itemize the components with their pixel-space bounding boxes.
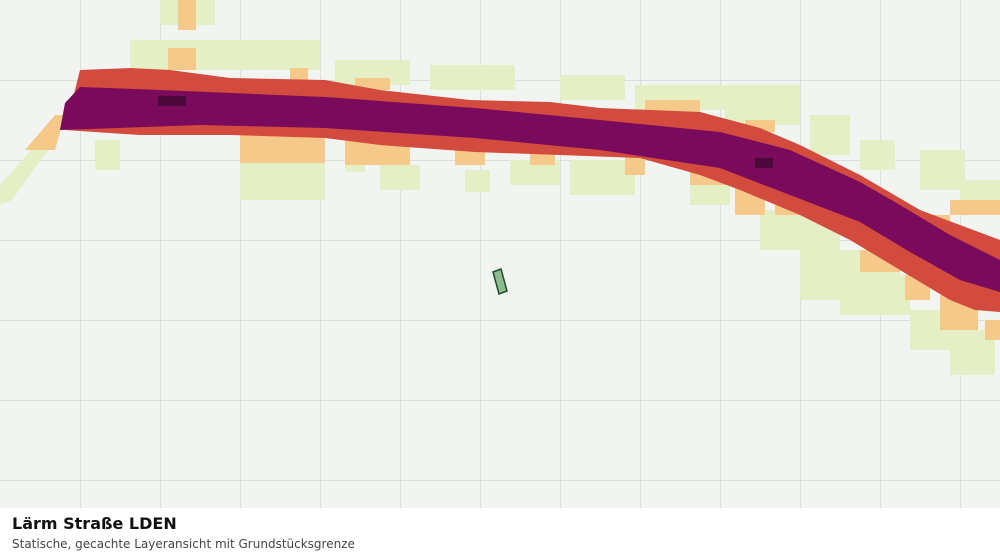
map-canvas — [0, 0, 1000, 508]
parcel-boundary — [492, 268, 508, 295]
noise-zone-extreme — [158, 96, 773, 168]
noise-zone-high — [65, 68, 1000, 312]
map-subtitle: Statische, gecachte Layeransicht mit Gru… — [12, 537, 355, 551]
map-title: Lärm Straße LDEN — [12, 514, 177, 533]
noise-zone-very-high — [60, 87, 1000, 292]
info-panel: Lärm Straße LDEN Statische, gecachte Lay… — [0, 508, 1000, 560]
